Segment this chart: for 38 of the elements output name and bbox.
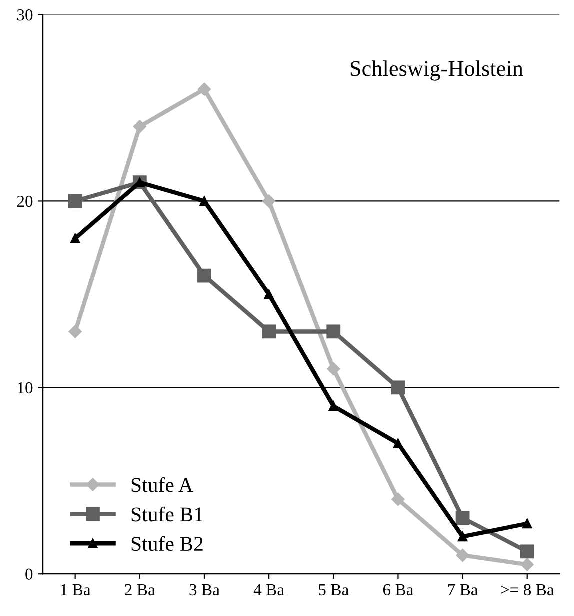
point — [262, 194, 276, 208]
point — [328, 401, 338, 412]
legend-label: Stufe B1 — [132, 506, 203, 522]
x-tick-label: >= 8 Ba — [501, 584, 554, 596]
point — [198, 268, 212, 283]
legend-label: Stufe A — [132, 477, 194, 492]
point — [520, 558, 534, 572]
x-tick-label: 2 Ba — [125, 584, 156, 596]
point — [200, 196, 210, 206]
y-tick-label: 30 — [17, 9, 33, 21]
y-tick-label: 20 — [17, 196, 33, 208]
point — [68, 194, 82, 208]
x-tick-label: 4 Ba — [254, 584, 284, 596]
x-tick-label: 5 Ba — [319, 584, 349, 596]
point — [70, 234, 80, 244]
point — [264, 290, 274, 300]
point — [262, 324, 276, 339]
point — [133, 120, 146, 134]
point — [520, 544, 534, 559]
x-tick-label: 7 Ba — [448, 584, 478, 596]
point — [326, 324, 341, 339]
y-tick-label: 10 — [18, 382, 33, 394]
text: Schleswig-Holstein — [350, 60, 524, 81]
point — [198, 82, 212, 96]
legend-label: Stufe B2 — [132, 536, 203, 552]
point — [458, 532, 468, 542]
x-tick-label: 6 Ba — [383, 584, 414, 596]
point — [456, 511, 470, 526]
y-tick-label: 0 — [26, 568, 33, 580]
point — [391, 380, 406, 395]
x-tick-label: 1 Ba — [61, 584, 91, 596]
x-tick-label: 3 Ba — [190, 584, 220, 596]
point — [456, 548, 470, 562]
point — [68, 325, 82, 338]
point — [392, 492, 405, 506]
point — [393, 438, 404, 448]
point — [327, 362, 340, 376]
point — [522, 518, 532, 529]
